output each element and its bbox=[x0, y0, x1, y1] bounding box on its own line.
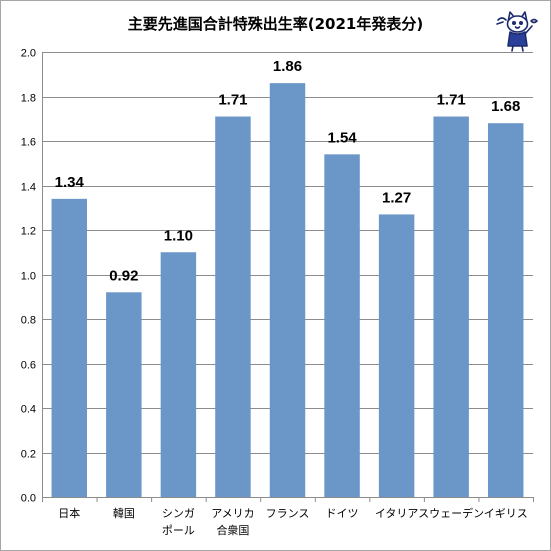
data-label: 1.71 bbox=[437, 92, 466, 109]
data-label: 1.34 bbox=[55, 174, 85, 191]
data-label: 1.68 bbox=[491, 98, 520, 115]
bar bbox=[160, 252, 197, 497]
y-tick-label: 1.0 bbox=[21, 271, 36, 283]
bar bbox=[324, 154, 360, 497]
y-tick-label: 1.4 bbox=[21, 182, 36, 194]
y-axis-tick-labels: 0.0 0.2 0.4 0.6 0.8 1.0 1.2 1.4 1.6 1.8 2.0 bbox=[21, 48, 36, 505]
chart-title: 主要先進国合計特殊出生率(2021年発表分) bbox=[127, 15, 424, 33]
data-label: 1.86 bbox=[273, 58, 302, 75]
x-category-label: ドイツ bbox=[326, 507, 359, 520]
data-label: 1.54 bbox=[327, 129, 357, 146]
y-tick-label: 0.2 bbox=[21, 449, 36, 461]
bar bbox=[378, 214, 415, 498]
y-tick-label: 1.6 bbox=[21, 137, 36, 149]
x-category-label: シンガ bbox=[162, 507, 195, 520]
x-category-label: 日本 bbox=[58, 506, 80, 520]
y-tick-label: 2.0 bbox=[21, 48, 36, 60]
x-category-label: イギリス bbox=[484, 507, 528, 520]
data-labels: 1.34 0.92 1.10 1.71 1.86 1.54 1.27 1.71 1.68 bbox=[55, 58, 521, 284]
x-category-label: アメリカ bbox=[211, 507, 254, 520]
bar bbox=[487, 123, 524, 497]
y-tick-label: 0.4 bbox=[21, 404, 36, 416]
bar bbox=[215, 116, 251, 498]
bar bbox=[106, 292, 142, 497]
data-label: 1.27 bbox=[382, 189, 411, 206]
data-label: 1.10 bbox=[164, 227, 193, 244]
bar bbox=[433, 116, 469, 498]
bar bbox=[51, 198, 88, 497]
y-tick-label: 0.8 bbox=[21, 315, 36, 327]
x-category-label: 韓国 bbox=[113, 507, 135, 520]
cat-mascot-icon bbox=[496, 11, 538, 52]
data-label: 1.71 bbox=[218, 92, 247, 109]
y-tick-label: 1.2 bbox=[21, 226, 36, 238]
axes bbox=[42, 52, 533, 498]
x-category-label: ポール bbox=[162, 524, 195, 537]
y-tick-label: 0.6 bbox=[21, 360, 36, 372]
y-tick-label: 1.8 bbox=[21, 93, 36, 105]
y-tick-label: 0.0 bbox=[21, 493, 36, 505]
bar bbox=[269, 83, 306, 498]
x-category-label: スウェーデン bbox=[418, 506, 484, 520]
data-label: 0.92 bbox=[109, 267, 138, 284]
x-category-label: イタリア bbox=[375, 507, 419, 520]
bars bbox=[51, 83, 524, 498]
x-category-label: 合衆国 bbox=[216, 523, 249, 537]
x-category-label: フランス bbox=[266, 507, 310, 520]
